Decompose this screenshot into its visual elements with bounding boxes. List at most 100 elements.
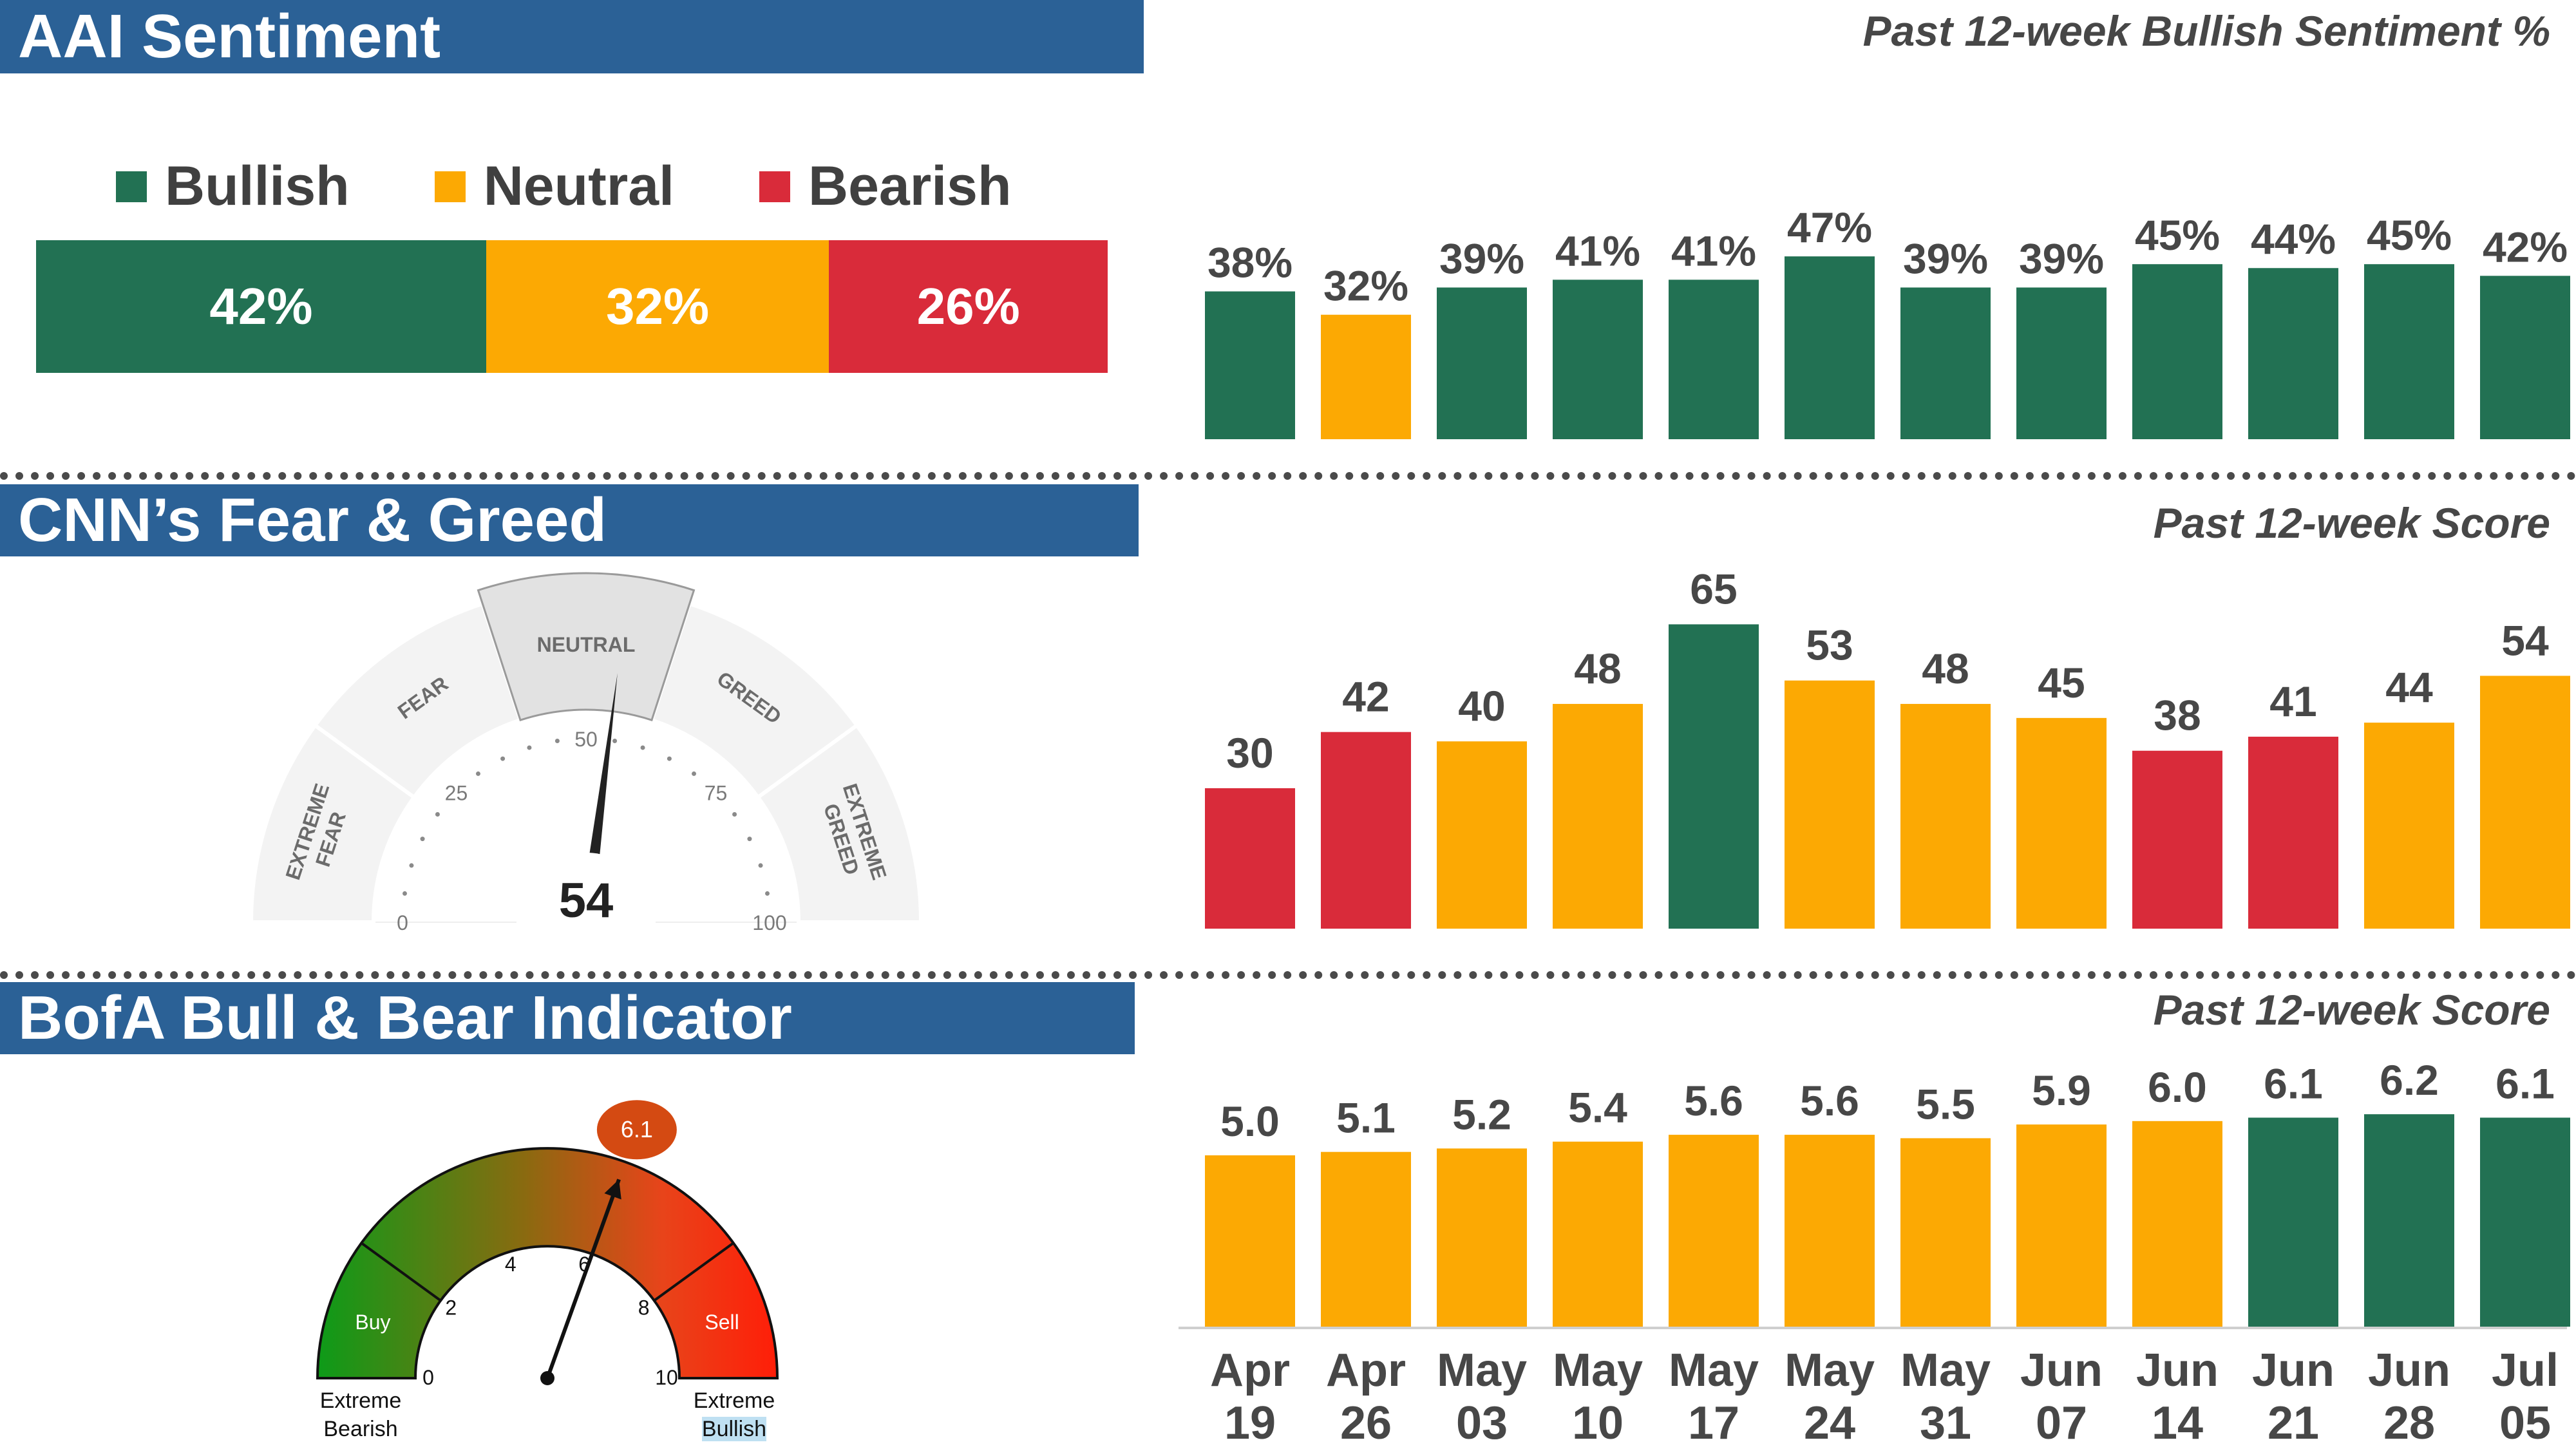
x-tick-day: 03 — [1456, 1397, 1508, 1449]
gauge-tick-dot — [732, 811, 737, 817]
aai-title-banner: AAI Sentiment — [0, 0, 1144, 73]
aai-week-bar — [2248, 268, 2338, 439]
gauge-tick-dot — [764, 891, 770, 896]
right-caption-line2: Bullish — [702, 1417, 766, 1441]
cnn-week-bar-label: 45 — [2038, 659, 2085, 706]
cnn-week-bar-label: 65 — [1690, 565, 1737, 612]
x-tick-day: 26 — [1340, 1397, 1392, 1449]
aai-week-bar — [1669, 279, 1759, 439]
aai-week-bar — [2364, 264, 2454, 439]
aai-week-bar-label: 42% — [2483, 223, 2568, 270]
bofa-week-bar-label: 6.2 — [2380, 1056, 2439, 1104]
cnn-week-bar — [1900, 704, 1991, 929]
aai-week-bar-label: 32% — [1323, 262, 1408, 310]
x-tick-month: May — [1785, 1345, 1875, 1396]
aai-week-bar-label: 47% — [1787, 204, 1872, 251]
gauge-tick-label: 0 — [422, 1366, 434, 1389]
aai-week-bar-label: 39% — [1903, 234, 1988, 282]
cnn-week-bar-label: 30 — [1226, 729, 1273, 777]
cnn-week-bar-label: 42 — [1342, 673, 1389, 721]
aai-title: AAI Sentiment — [18, 2, 441, 71]
aai-week-bar — [1321, 314, 1411, 439]
gauge-zone-separator — [653, 1242, 734, 1302]
bofa-week-bar-label: 6.1 — [2264, 1059, 2323, 1107]
x-tick-day: 19 — [1224, 1397, 1276, 1449]
legend-label-bearish: Bearish — [808, 155, 1012, 217]
gauge-tick-dot — [640, 745, 645, 750]
bofa-week-bar-label: 5.9 — [2032, 1066, 2091, 1114]
gauge-tick-label: 10 — [655, 1366, 678, 1389]
bofa-week-bar — [2132, 1121, 2222, 1327]
bofa-week-bar-label: 5.1 — [1336, 1094, 1396, 1142]
cnn-title-banner: CNN’s Fear & Greed — [0, 484, 1139, 556]
bofa-week-bar — [1900, 1138, 1991, 1327]
aai-week-bar — [1205, 291, 1295, 439]
aai-week-bar — [1785, 256, 1875, 439]
legend-label-neutral: Neutral — [483, 155, 674, 217]
bofa-week-bar — [2364, 1114, 2454, 1327]
x-tick-day: 28 — [2383, 1397, 2435, 1449]
gauge-tick-dot — [667, 756, 672, 761]
aai-week-bar-label: 39% — [2019, 234, 2104, 282]
aai-week-bar-label: 41% — [1555, 227, 1640, 274]
bofa-week-bar-label: 6.1 — [2496, 1059, 2555, 1107]
cnn-week-bar — [1785, 680, 1875, 929]
bofa-week-bar-label: 5.6 — [1684, 1077, 1743, 1124]
gauge-zone-separator — [361, 1242, 442, 1302]
gauge-arc — [316, 1147, 779, 1379]
aai-week-bar — [2016, 287, 2107, 439]
x-tick-month: Jun — [2368, 1345, 2450, 1396]
legend-item-bullish: Bullish — [116, 155, 350, 218]
gauge-zone-fear — [312, 601, 523, 800]
aai-week-bar-label: 45% — [2367, 211, 2452, 259]
gauge-tick-label: 100 — [752, 911, 786, 934]
x-tick-month: May — [1437, 1345, 1527, 1396]
bofa-week-bar — [2480, 1117, 2570, 1327]
aai-week-bar — [1553, 279, 1643, 439]
bofa-week-bar-label: 5.2 — [1452, 1090, 1511, 1138]
gauge-pivot — [540, 1371, 554, 1385]
bofa-week-bar — [1437, 1148, 1527, 1327]
left-caption-line1: Extreme — [320, 1388, 402, 1413]
bofa-chart-title: Past 12-week Score — [2153, 986, 2550, 1034]
x-tick-month: Jun — [2020, 1345, 2103, 1396]
x-tick-month: Jun — [2136, 1345, 2219, 1396]
cnn-week-bar-label: 48 — [1922, 645, 1969, 692]
bearish-swatch — [759, 171, 790, 202]
bofa-title-banner: BofA Bull & Bear Indicator — [0, 982, 1135, 1054]
aai-week-bar-label: 44% — [2251, 215, 2336, 263]
x-tick-month: Jul — [2492, 1345, 2559, 1396]
gauge-value: 6.1 — [621, 1116, 653, 1142]
cnn-week-bar-label: 54 — [2501, 616, 2549, 664]
cnn-week-bar — [1205, 788, 1295, 929]
x-tick-day: 05 — [2499, 1397, 2551, 1449]
stack-segment-neutral: 32% — [486, 240, 829, 373]
gauge-tick-dot — [435, 811, 440, 817]
cnn-week-bar-label: 44 — [2385, 663, 2433, 711]
gauge-zone-extreme-fear — [249, 723, 417, 924]
cnn-week-bar-label: 40 — [1458, 682, 1505, 730]
x-tick-day: 10 — [1572, 1397, 1624, 1449]
cnn-week-bar — [2480, 676, 2570, 929]
cnn-week-bar — [1321, 732, 1411, 929]
cnn-chart-title: Past 12-week Score — [2153, 499, 2550, 547]
left-caption-line2: Bearish — [323, 1417, 397, 1441]
gauge-tick-dot — [500, 756, 506, 761]
aai-week-bar-label: 39% — [1439, 234, 1524, 282]
x-tick-day: 31 — [1920, 1397, 1971, 1449]
x-tick-month: May — [1669, 1345, 1759, 1396]
aai-bullish-chart: 38% 32% 39% 41% 41% 47% 39% 39% 45% 44% 45% 42% — [1205, 204, 2570, 439]
cnn-week-bar — [2248, 736, 2338, 929]
gauge-zone-extreme-greed — [755, 723, 923, 924]
bofa-week-bar — [2016, 1124, 2107, 1327]
cnn-week-bar — [2132, 750, 2222, 929]
stack-segment-label: 32% — [606, 278, 710, 335]
stack-segment-label: 42% — [209, 278, 313, 335]
bofa-week-bar-label: 5.4 — [1568, 1084, 1627, 1132]
bofa-week-bar — [1669, 1135, 1759, 1327]
gauge-tick-dot — [475, 771, 480, 776]
bofa-week-bar — [1785, 1135, 1875, 1327]
legend-item-bearish: Bearish — [759, 155, 1012, 218]
